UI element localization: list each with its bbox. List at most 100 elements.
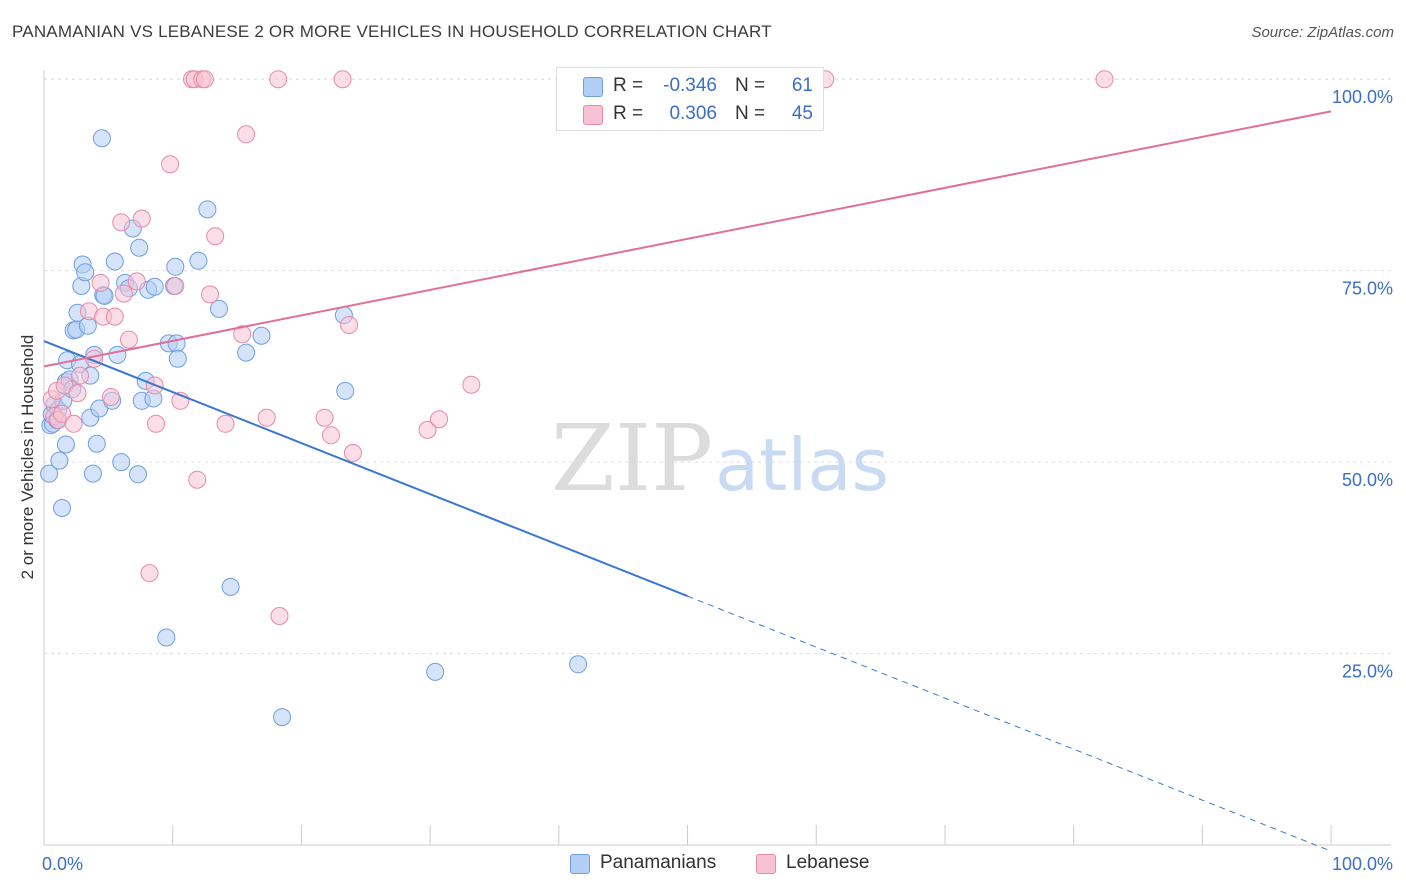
lebanese-point bbox=[114, 284, 133, 303]
n-value: 61 bbox=[791, 75, 813, 96]
panamanian-point bbox=[569, 655, 588, 674]
lebanese-point bbox=[127, 272, 146, 291]
watermark-zip: ZIP bbox=[551, 405, 713, 512]
lebanese-point bbox=[237, 125, 256, 144]
lebanese-point bbox=[53, 404, 71, 423]
panamanian-trend-line bbox=[43, 340, 688, 598]
panamanian-point bbox=[167, 334, 186, 353]
panamanian-point bbox=[112, 453, 131, 472]
lebanese-point bbox=[140, 564, 159, 583]
lebanese-point bbox=[68, 384, 87, 403]
lebanese-point bbox=[112, 213, 131, 232]
lebanese-point bbox=[195, 70, 214, 89]
axis-labels: 25.0% 50.0% 75.0% 100.0% 0.0% 100.0% 2 or more… bbox=[18, 87, 1393, 874]
panamanian-point bbox=[83, 464, 102, 483]
trend-lines bbox=[43, 110, 1332, 852]
lebanese-point bbox=[119, 330, 138, 349]
panamanian-point bbox=[105, 252, 124, 271]
panamanian-point bbox=[189, 251, 208, 270]
panamanian-trend-extension bbox=[687, 595, 1332, 852]
panamanian-point bbox=[336, 381, 355, 400]
y-axis-title: 2 or more Vehicles in Household bbox=[18, 335, 37, 580]
lebanese-point bbox=[201, 285, 219, 304]
source-label: Source: ZipAtlas.com bbox=[1251, 24, 1394, 41]
panamanian-point bbox=[198, 200, 217, 219]
lebanese-swatch-icon bbox=[583, 105, 603, 125]
n-value: 45 bbox=[791, 103, 813, 124]
panamanian-point bbox=[108, 345, 127, 364]
lebanese-point bbox=[270, 607, 289, 625]
panamanians-swatch-icon bbox=[570, 854, 590, 874]
lebanese-point bbox=[343, 443, 362, 462]
panamanians-swatch-icon bbox=[583, 77, 603, 97]
x-tick-label-min: 0.0% bbox=[42, 854, 83, 874]
series-legend: Panamanians Lebanese bbox=[0, 852, 1406, 878]
panamanian-point bbox=[210, 299, 228, 318]
lebanese-point bbox=[147, 414, 165, 433]
panamanian-point bbox=[252, 326, 271, 345]
lebanese-point bbox=[257, 408, 276, 427]
lebanese-point bbox=[101, 388, 120, 406]
panamanian-point bbox=[145, 277, 164, 296]
legend-label: Lebanese bbox=[786, 852, 870, 873]
panamanian-point bbox=[221, 577, 240, 596]
panamanian-point bbox=[92, 129, 111, 148]
panamanian-point bbox=[50, 451, 69, 470]
lebanese-point bbox=[418, 420, 437, 439]
grid bbox=[44, 78, 1391, 655]
n-label: N = bbox=[735, 103, 766, 124]
panamanian-point bbox=[166, 257, 185, 276]
lebanese-point bbox=[315, 408, 334, 427]
lebanese-swatch-icon bbox=[756, 854, 776, 874]
lebanese-point bbox=[333, 70, 352, 89]
y-tick-label: 100.0% bbox=[1332, 87, 1393, 107]
lebanese-point bbox=[71, 366, 89, 385]
panamanian-point bbox=[129, 465, 147, 484]
lebanese-point bbox=[188, 470, 207, 489]
stats-legend: R = -0.346 N = 61 R = 0.306 N = 45 bbox=[556, 67, 824, 131]
lebanese-point bbox=[216, 414, 235, 433]
y-tick-label: 75.0% bbox=[1342, 279, 1393, 299]
panamanian-point bbox=[237, 343, 256, 362]
r-value: -0.346 bbox=[663, 75, 717, 96]
panamanian-point bbox=[426, 662, 445, 681]
r-label: R = bbox=[613, 103, 644, 124]
lebanese-point bbox=[1095, 70, 1114, 89]
lebanese-point bbox=[322, 426, 340, 445]
stats-row-lebanese: R = 0.306 N = 45 bbox=[557, 100, 823, 128]
lebanese-point bbox=[430, 410, 449, 429]
lebanese-point bbox=[91, 273, 110, 292]
axes bbox=[43, 70, 1391, 846]
r-label: R = bbox=[613, 75, 644, 96]
data-points bbox=[40, 70, 1114, 727]
lebanese-point bbox=[132, 209, 151, 228]
lebanese-trend-line bbox=[43, 110, 1332, 368]
watermark: ZIP atlas bbox=[551, 405, 889, 512]
panamanian-point bbox=[130, 238, 149, 257]
y-tick-label: 50.0% bbox=[1342, 470, 1393, 490]
lebanese-point bbox=[269, 70, 288, 89]
panamanian-point bbox=[76, 263, 95, 282]
panamanian-point bbox=[157, 628, 176, 647]
lebanese-point bbox=[105, 307, 124, 326]
panamanian-point bbox=[40, 464, 59, 483]
x-tick-label-max: 100.0% bbox=[1332, 854, 1393, 874]
n-label: N = bbox=[735, 75, 766, 96]
panamanian-point bbox=[56, 435, 75, 454]
panamanian-point bbox=[168, 349, 187, 368]
y-tick-label: 25.0% bbox=[1342, 662, 1393, 682]
legend-label: Panamanians bbox=[600, 852, 717, 873]
lebanese-point bbox=[161, 155, 180, 174]
panamanian-point bbox=[87, 434, 106, 453]
stats-row-panamanians: R = -0.346 N = 61 bbox=[557, 72, 823, 100]
lebanese-point bbox=[340, 316, 358, 334]
lebanese-point bbox=[462, 375, 481, 394]
lebanese-point bbox=[166, 277, 185, 295]
lebanese-point bbox=[64, 414, 83, 433]
chart-title: PANAMANIAN VS LEBANESE 2 OR MORE VEHICLE… bbox=[12, 22, 772, 41]
lebanese-point bbox=[206, 227, 225, 246]
lebanese-point bbox=[233, 325, 252, 344]
r-value: 0.306 bbox=[669, 103, 717, 124]
panamanian-point bbox=[273, 708, 292, 727]
